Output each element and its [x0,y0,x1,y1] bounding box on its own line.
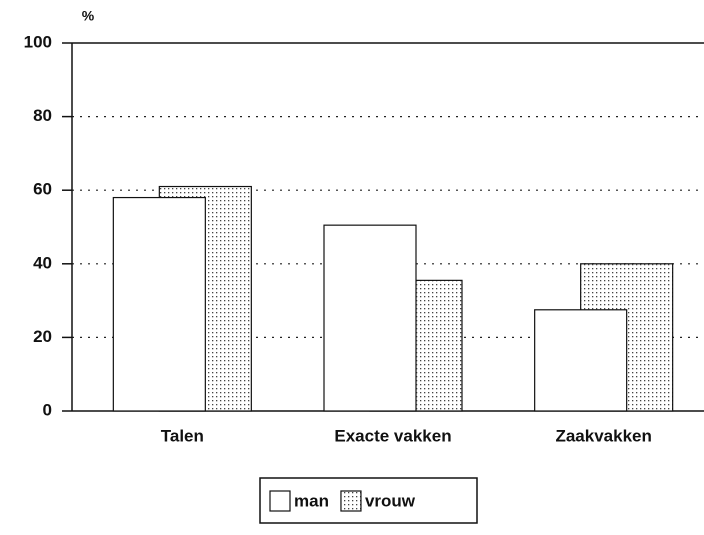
y-axis-label: % [82,8,95,24]
x-tick-label: Talen [161,426,204,445]
legend-box [259,477,478,524]
y-tick-label: 20 [33,327,52,346]
y-tick-label: 60 [33,180,52,199]
legend-label: vrouw [365,491,416,510]
y-tick-label: 0 [43,400,52,419]
y-tick-label: 100 [24,32,52,51]
y-tick-label: 80 [33,106,52,125]
bar [323,224,417,412]
legend-swatch [340,490,362,512]
legend-label: man [294,491,329,510]
y-tick-label: 40 [33,253,52,272]
bar [534,309,628,412]
x-tick-label: Exacte vakken [334,426,451,445]
bar [112,196,206,412]
legend-swatch [269,490,291,512]
x-tick-label: Zaakvakken [555,426,651,445]
